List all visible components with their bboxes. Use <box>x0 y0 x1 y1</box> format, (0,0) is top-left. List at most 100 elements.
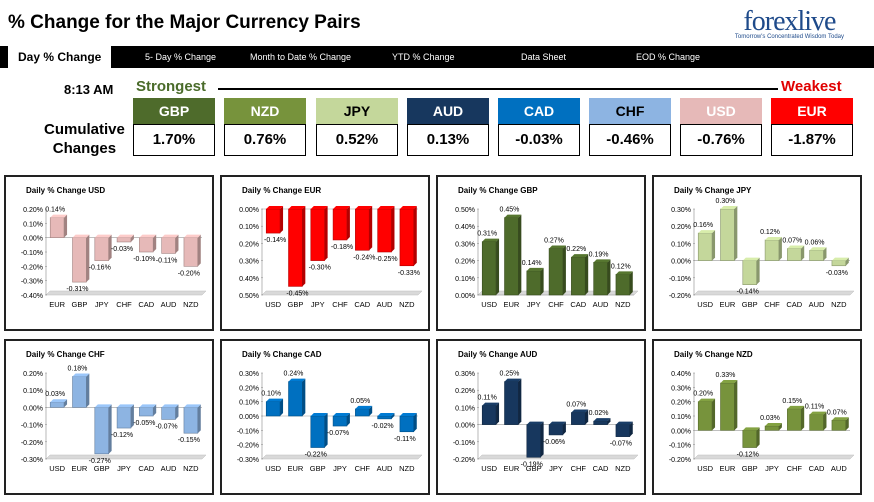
x-tick-label: GBP <box>94 464 110 473</box>
data-label: -0.11% <box>156 257 178 264</box>
data-label: -0.10% <box>133 256 155 263</box>
x-tick-label: CHF <box>764 300 780 309</box>
bar-front <box>721 383 735 430</box>
bar-front <box>787 409 801 431</box>
bar-chart: Daily % Change NZD0.40%0.30%0.20%0.10%0.… <box>654 341 860 493</box>
data-label: 0.19% <box>589 251 609 258</box>
data-label: -0.03% <box>826 270 848 277</box>
bar-front <box>139 407 153 416</box>
bar <box>482 403 499 425</box>
bar-front <box>400 209 414 266</box>
x-tick-label: EUR <box>72 464 88 473</box>
tab-month-to-date-change[interactable]: Month to Date % Change <box>250 46 351 68</box>
bar-front <box>333 416 347 426</box>
data-label: 0.31% <box>477 231 497 238</box>
y-tick-label: -0.20% <box>21 440 43 447</box>
bar-front <box>765 240 779 261</box>
bar-front <box>765 426 779 430</box>
time-label: 8:13 AM <box>64 82 113 97</box>
logo-tagline: Tomorrow's Concentrated Wisdom Today <box>735 34 844 40</box>
bar-chart: Daily % Change AUD0.30%0.20%0.10%0.00%-0… <box>438 341 644 493</box>
tab-data-sheet[interactable]: Data Sheet <box>521 46 566 68</box>
y-tick-label: 0.00% <box>455 423 475 430</box>
bar-front <box>482 406 496 425</box>
bar-front <box>184 407 198 433</box>
page-title: % Change for the Major Currency Pairs <box>8 12 361 34</box>
x-tick-label: JPY <box>765 464 779 473</box>
y-tick-label: 0.30% <box>455 241 475 248</box>
currency-box-aud: AUD 0.13% <box>407 98 489 156</box>
bar-front <box>743 261 757 285</box>
chart-title: Daily % Change JPY <box>674 186 752 195</box>
bar-front <box>571 257 585 295</box>
y-tick-label: 0.10% <box>23 221 43 228</box>
x-tick-label: CHF <box>116 300 132 309</box>
x-tick-label: GBP <box>526 464 542 473</box>
bar <box>505 215 522 295</box>
x-tick-label: CHF <box>355 464 371 473</box>
x-tick-label: GBP <box>742 464 758 473</box>
bar-front <box>743 430 757 447</box>
data-label: -0.07% <box>155 423 177 430</box>
data-label: 0.16% <box>693 222 713 229</box>
y-tick-label: -0.20% <box>453 457 475 464</box>
y-tick-label: 0.20% <box>455 388 475 395</box>
bar-front <box>482 242 496 295</box>
bar-front <box>571 413 585 425</box>
y-tick-label: 0.40% <box>455 224 475 231</box>
bar <box>571 410 588 425</box>
tab-5-day-change[interactable]: 5- Day % Change <box>145 46 216 68</box>
y-tick-label: -0.20% <box>669 293 691 300</box>
y-tick-label: 0.20% <box>239 385 259 392</box>
bar <box>594 418 611 424</box>
bar-front <box>289 209 303 286</box>
x-tick-label: JPY <box>117 464 131 473</box>
bar-front <box>832 420 846 430</box>
x-tick-label: NZD <box>615 300 631 309</box>
x-tick-label: NZD <box>183 464 199 473</box>
bar-front <box>184 238 198 267</box>
data-label: -0.30% <box>309 265 331 272</box>
y-tick-label: -0.40% <box>21 293 43 300</box>
y-tick-label: 0.10% <box>671 241 691 248</box>
data-label: -0.16% <box>89 265 111 272</box>
bar-front <box>505 382 519 425</box>
y-tick-label: 0.10% <box>455 276 475 283</box>
x-tick-label: CAD <box>593 464 609 473</box>
bar-front <box>527 271 541 295</box>
tab-ytd-change[interactable]: YTD % Change <box>392 46 455 68</box>
currency-cumulative-value: -0.46% <box>589 124 671 156</box>
bar-chart: Daily % Change USD0.20%0.10%0.00%-0.10%-… <box>6 177 212 329</box>
bar-front <box>355 409 369 416</box>
bar-front <box>378 416 392 419</box>
x-tick-label: NZD <box>615 464 631 473</box>
x-tick-label: GBP <box>310 464 326 473</box>
bar <box>594 259 611 295</box>
bar <box>162 404 179 419</box>
bar-front <box>73 238 87 282</box>
bar-front <box>616 425 630 437</box>
chart-panel-5: Daily % Change CAD 0.30% 0.20% 0.10% 0.00% -0… <box>220 339 430 495</box>
x-tick-label: NZD <box>183 300 199 309</box>
data-label: 0.11% <box>477 395 496 402</box>
y-tick-label: -0.20% <box>21 264 43 271</box>
bar-front <box>400 416 414 432</box>
data-label: 0.27% <box>544 238 564 245</box>
chart-title: Daily % Change NZD <box>674 350 753 359</box>
currency-code: USD <box>680 98 762 124</box>
y-tick-label: 0.30% <box>671 385 691 392</box>
x-tick-label: NZD <box>399 300 415 309</box>
x-tick-label: JPY <box>311 300 325 309</box>
currency-box-cad: CAD -0.03% <box>498 98 580 156</box>
data-label: -0.25% <box>375 256 397 263</box>
currency-code: CHF <box>589 98 671 124</box>
x-tick-label: USD <box>697 464 713 473</box>
y-tick-label: -0.10% <box>21 423 43 430</box>
currency-box-usd: USD -0.76% <box>680 98 762 156</box>
tab-day-change[interactable]: Day % Change <box>8 46 111 68</box>
y-tick-label: 0.10% <box>671 414 691 421</box>
y-tick-label: -0.10% <box>669 443 691 450</box>
tab-eod-change[interactable]: EOD % Change <box>636 46 700 68</box>
forexlive-logo[interactable]: forexlive Tomorrow's Concentrated Wisdom… <box>735 6 844 40</box>
currency-cumulative-value: 1.70% <box>133 124 215 156</box>
